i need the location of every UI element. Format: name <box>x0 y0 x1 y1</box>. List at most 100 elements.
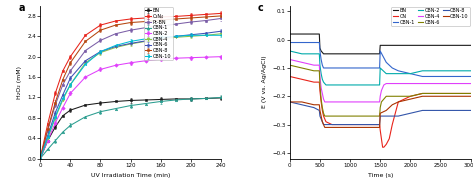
CBN-6 <box>323 115 329 117</box>
CN <box>316 81 322 83</box>
CBN-4 <box>384 82 389 85</box>
CBN-6 <box>456 92 462 95</box>
BN <box>384 44 389 46</box>
CN <box>468 92 473 95</box>
CBN-2 <box>317 64 323 66</box>
CBN-8 <box>321 123 326 126</box>
CBN-6 <box>438 92 443 95</box>
BN <box>395 44 401 46</box>
CBN-10 <box>311 104 317 106</box>
CBN-2 <box>359 84 365 86</box>
CBN-6 <box>420 92 425 95</box>
CBN-6 <box>287 64 293 66</box>
CBN-2 <box>395 73 401 75</box>
CBN-8 <box>323 123 329 126</box>
CBN-2 <box>319 78 325 80</box>
BN <box>389 44 395 46</box>
CN <box>299 78 305 80</box>
CBN-2 <box>347 84 353 86</box>
BN <box>299 33 305 35</box>
BN <box>377 53 383 55</box>
CBN-8 <box>322 123 328 126</box>
CBN-10 <box>359 126 365 129</box>
CBN-4 <box>321 98 326 100</box>
CN <box>408 95 413 97</box>
CBN-1 <box>380 56 386 58</box>
CBN-10 <box>347 126 353 129</box>
BN <box>408 44 413 46</box>
CBN-10 <box>377 126 383 129</box>
CBN-10 <box>371 126 377 129</box>
BN <box>287 33 293 35</box>
CBN-1 <box>319 64 325 66</box>
CBN-2 <box>380 70 386 72</box>
CBN-6 <box>377 106 383 109</box>
CBN-1 <box>323 67 329 69</box>
CBN-10 <box>377 112 383 114</box>
BN <box>371 53 377 55</box>
CN <box>378 138 384 140</box>
CBN-8 <box>287 101 293 103</box>
BN <box>456 44 462 46</box>
CN <box>319 109 325 112</box>
CBN-4 <box>329 101 335 103</box>
CBN-10 <box>408 98 413 100</box>
Line: CBN-1: CBN-1 <box>290 43 471 76</box>
CN <box>318 101 324 103</box>
CBN-4 <box>438 82 443 85</box>
CBN-6 <box>468 92 473 95</box>
CBN-6 <box>316 70 322 72</box>
CBN-2 <box>323 84 329 86</box>
CBN-2 <box>321 81 326 83</box>
X-axis label: Time (s): Time (s) <box>368 173 393 178</box>
BN <box>311 33 317 35</box>
CBN-4 <box>378 89 384 92</box>
CBN-10 <box>319 121 325 123</box>
CN <box>317 89 323 92</box>
CBN-10 <box>384 109 389 112</box>
CN <box>371 123 377 126</box>
Line: CBN-6: CBN-6 <box>290 65 471 116</box>
CBN-8 <box>456 109 462 112</box>
CBN-2 <box>322 82 328 85</box>
BN <box>321 53 326 55</box>
Text: a: a <box>18 3 25 13</box>
CBN-6 <box>384 95 389 97</box>
CBN-10 <box>438 95 443 97</box>
BN <box>420 44 425 46</box>
CBN-2 <box>456 70 462 72</box>
CBN-1 <box>408 73 413 75</box>
CBN-10 <box>316 104 322 106</box>
CBN-2 <box>420 70 425 72</box>
CBN-6 <box>395 95 401 97</box>
CBN-6 <box>347 115 353 117</box>
CBN-6 <box>408 95 413 97</box>
CBN-1 <box>456 75 462 78</box>
CN <box>377 123 383 126</box>
CBN-2 <box>468 70 473 72</box>
CBN-1 <box>322 67 328 69</box>
CBN-1 <box>438 75 443 78</box>
CBN-8 <box>384 115 389 117</box>
CN <box>329 123 335 126</box>
CBN-1 <box>299 41 305 44</box>
CBN-4 <box>408 82 413 85</box>
CBN-4 <box>318 87 324 89</box>
CBN-4 <box>389 82 395 85</box>
CN <box>323 121 329 123</box>
CBN-6 <box>377 115 383 117</box>
CBN-1 <box>359 67 365 69</box>
CBN-1 <box>371 67 377 69</box>
CBN-10 <box>322 126 328 129</box>
CBN-4 <box>380 87 385 89</box>
CBN-2 <box>299 53 305 55</box>
Y-axis label: E (V vs. Ag/AgCl): E (V vs. Ag/AgCl) <box>262 56 267 108</box>
CBN-6 <box>322 115 328 117</box>
CN <box>393 112 398 114</box>
BN <box>318 50 324 52</box>
CBN-6 <box>371 115 377 117</box>
CBN-4 <box>323 101 329 103</box>
CN <box>381 146 386 148</box>
CN <box>359 123 365 126</box>
CBN-6 <box>389 95 395 97</box>
